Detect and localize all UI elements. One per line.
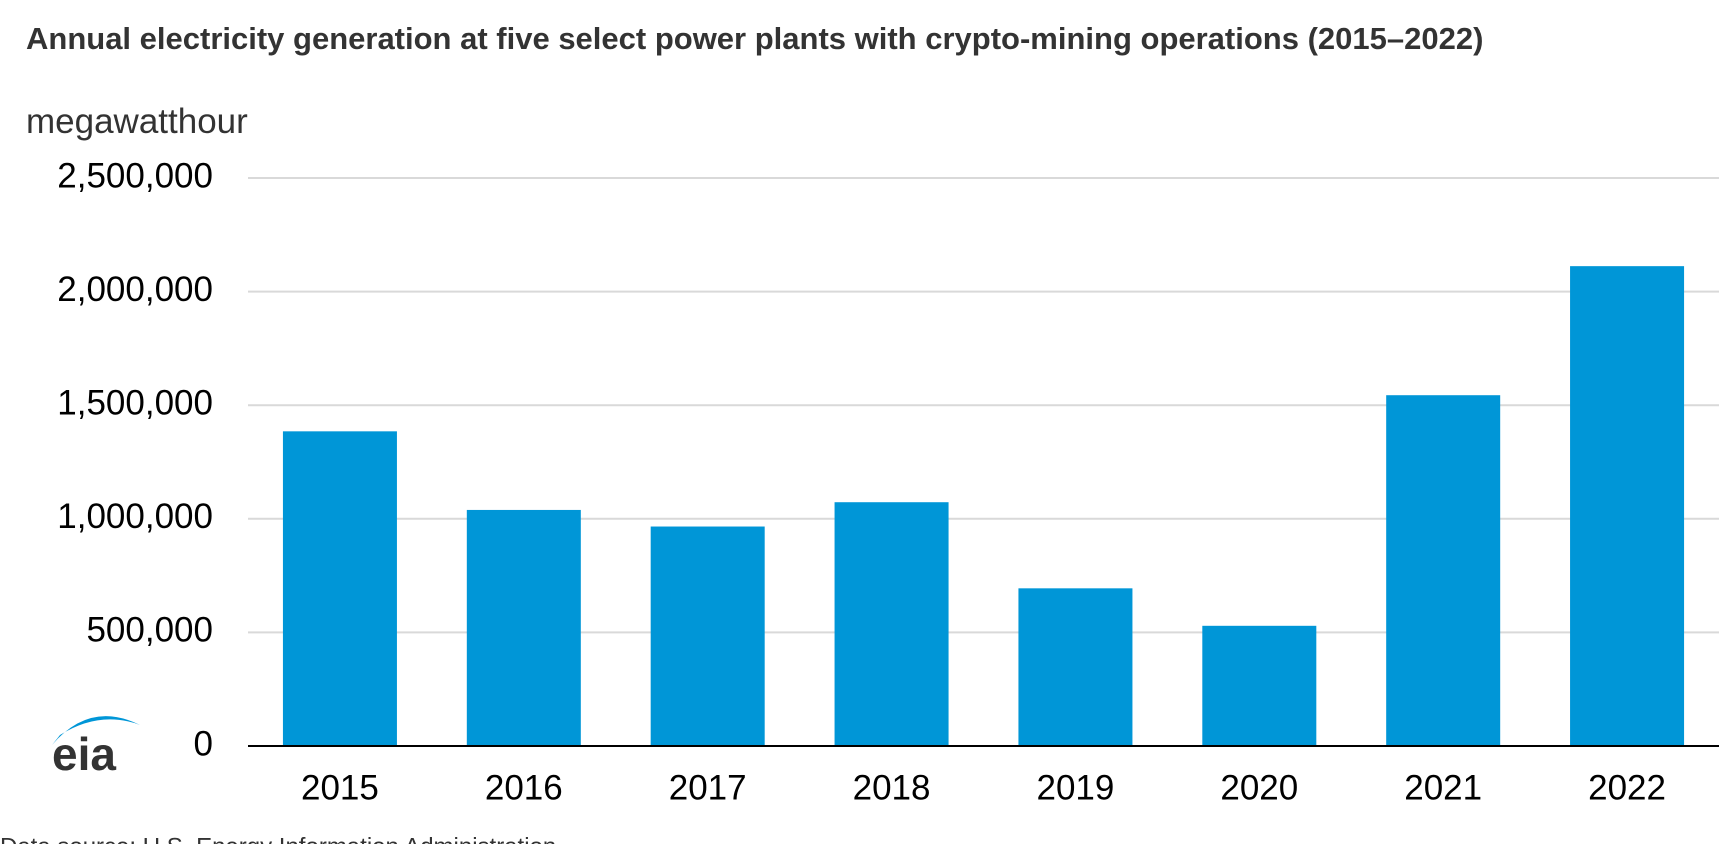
- bar: [1018, 588, 1133, 746]
- bar: [282, 431, 397, 746]
- y-tick-label: 2,500,000: [57, 156, 213, 195]
- y-tick-label: 500,000: [86, 611, 213, 650]
- x-tick-label: 2019: [1037, 768, 1115, 807]
- bar: [1570, 266, 1685, 746]
- x-tick-label: 2016: [485, 768, 563, 807]
- x-tick-label: 2015: [301, 768, 379, 807]
- logo: eia: [52, 728, 116, 780]
- y-tick-label: 1,500,000: [57, 383, 213, 422]
- bar: [466, 509, 581, 746]
- y-tick-label: 1,000,000: [57, 497, 213, 536]
- bar: [650, 526, 765, 746]
- y-axis-unit: megawatthour: [26, 102, 248, 141]
- bar: [1386, 395, 1501, 746]
- x-tick-label: 2020: [1220, 768, 1298, 807]
- x-tick-label: 2021: [1404, 768, 1482, 807]
- bar: [1202, 625, 1317, 746]
- y-tick-label: 2,000,000: [57, 270, 213, 309]
- bar: [834, 502, 949, 746]
- x-tick-label: 2018: [853, 768, 931, 807]
- source: Data source: U.S. Energy Information Adm…: [0, 833, 556, 844]
- chart-title: Annual electricity generation at five se…: [26, 21, 1484, 56]
- x-tick-label: 2017: [669, 768, 747, 807]
- y-tick-label: 0: [194, 724, 213, 763]
- x-tick-label: 2022: [1588, 768, 1666, 807]
